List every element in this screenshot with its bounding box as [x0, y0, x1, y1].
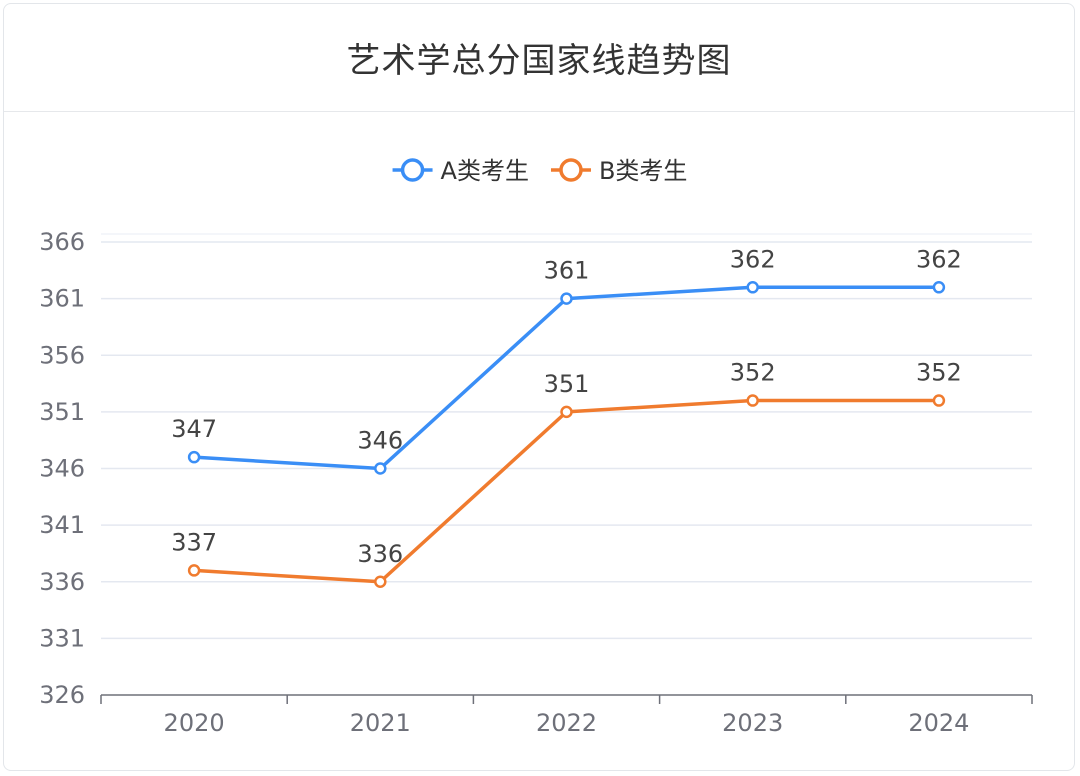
data-label: 362	[916, 245, 962, 273]
data-label: 337	[171, 528, 217, 556]
data-label: 352	[730, 359, 776, 387]
legend-icon-circle	[400, 158, 425, 182]
data-point	[560, 405, 573, 419]
x-tick-label: 2022	[536, 709, 597, 737]
x-tick-label: 2020	[164, 709, 225, 737]
legend-icon-circle	[559, 158, 583, 182]
card-header: 艺术学总分国家线趋势图	[4, 4, 1074, 112]
legend-label: B类考生	[599, 157, 687, 185]
data-point	[932, 394, 946, 407]
data-point	[746, 281, 759, 294]
data-point	[374, 462, 387, 475]
y-tick-label: 331	[39, 624, 85, 652]
y-tick-label: 366	[39, 228, 85, 256]
y-tick-label: 346	[39, 455, 85, 483]
x-tick-label: 2024	[908, 709, 969, 737]
series-line	[193, 398, 939, 584]
y-tick-label: 361	[39, 285, 85, 313]
y-tick-label: 356	[39, 341, 85, 369]
y-tick-label: 341	[39, 511, 85, 539]
y-tick-label: 336	[39, 568, 85, 596]
legend-label: A类考生	[441, 157, 529, 185]
data-point	[932, 281, 946, 294]
data-point	[746, 394, 759, 407]
y-tick-label: 326	[39, 681, 85, 709]
x-tick-label: 2021	[350, 709, 411, 737]
data-point	[560, 292, 573, 305]
data-label: 346	[357, 427, 403, 455]
chart-card: 艺术学总分国家线趋势图	[3, 3, 1075, 771]
chart-title: 艺术学总分国家线趋势图	[346, 41, 732, 81]
data-point	[187, 450, 201, 464]
x-tick-label: 2023	[722, 709, 783, 737]
data-label: 347	[171, 415, 217, 443]
data-label: 352	[916, 359, 962, 387]
data-label: 362	[730, 245, 776, 273]
data-point	[187, 564, 201, 577]
data-label: 361	[544, 257, 590, 285]
data-point	[374, 575, 387, 588]
y-tick-label: 351	[39, 398, 85, 426]
data-label: 336	[357, 540, 403, 568]
data-label: 351	[544, 370, 590, 398]
